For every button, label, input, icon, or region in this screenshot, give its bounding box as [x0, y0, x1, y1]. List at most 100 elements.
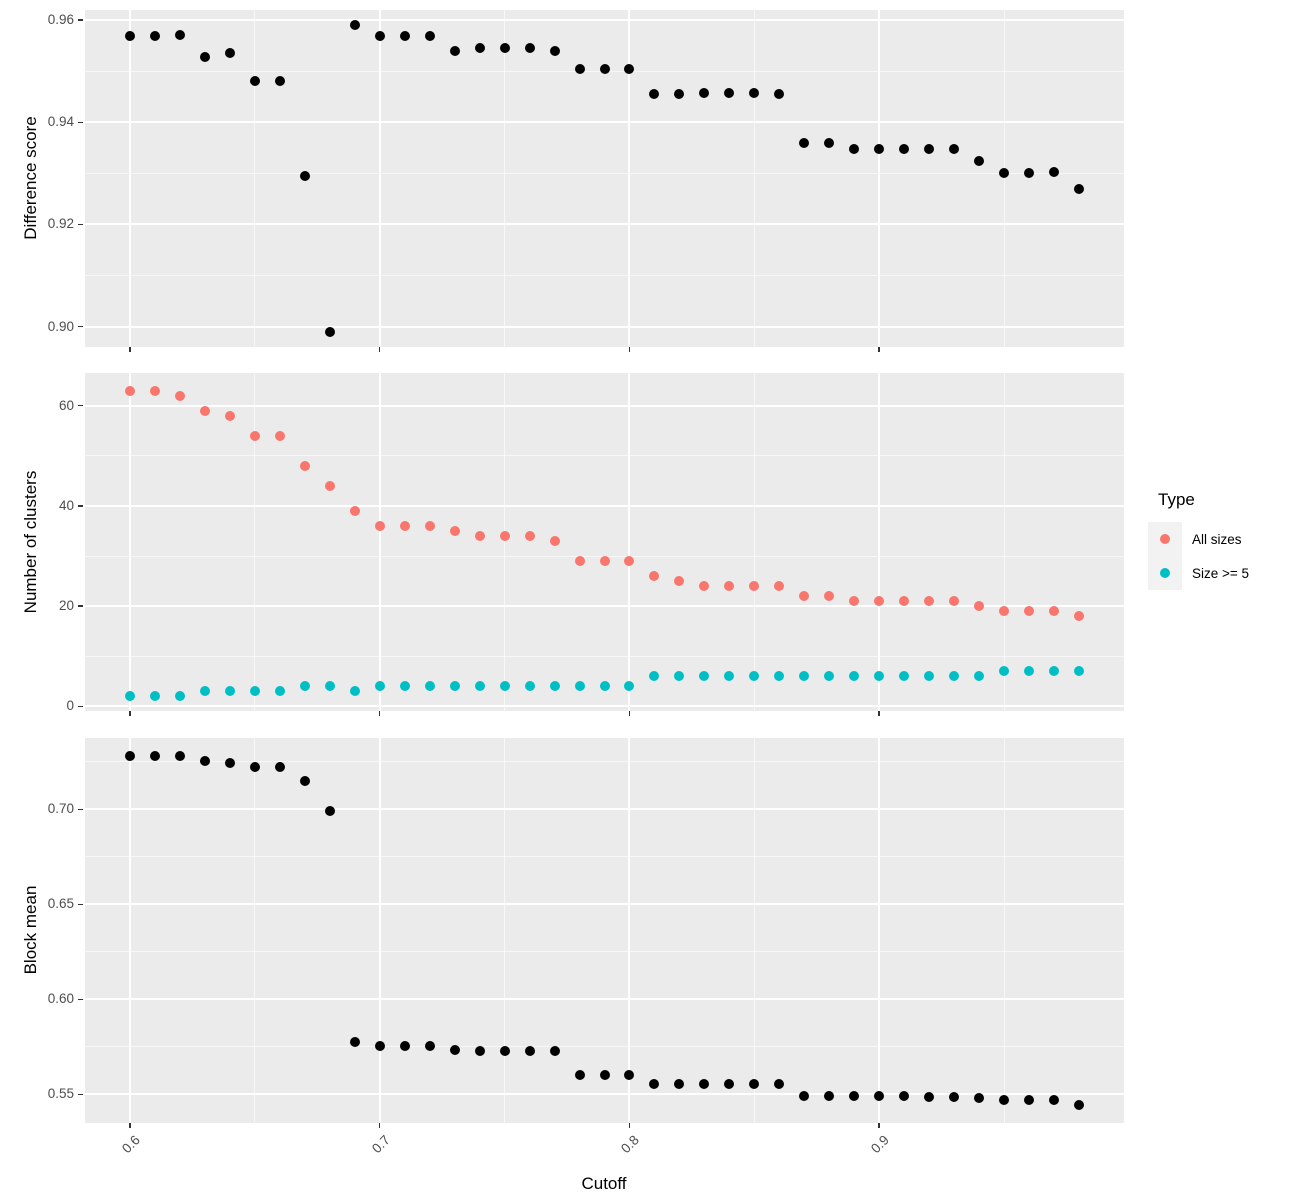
- data-point-difference-score: [824, 137, 835, 148]
- y-axis-tick: [78, 325, 83, 328]
- x-axis-tick: [878, 347, 880, 352]
- gridline-minor-vertical: [504, 10, 506, 347]
- data-point-all-sizes: [999, 606, 1010, 617]
- data-point-size-5: [274, 686, 285, 697]
- gridline-major-horizontal: [85, 121, 1124, 124]
- x-axis-tick: [628, 711, 631, 716]
- data-point-all-sizes: [499, 530, 510, 541]
- data-point-difference-score: [1024, 168, 1035, 179]
- gridline-major-vertical: [628, 373, 631, 711]
- data-point-size-5: [399, 681, 410, 692]
- data-point-size-5: [674, 671, 685, 682]
- y-axis-title-number-of-clusters: Number of clusters: [21, 470, 40, 614]
- data-point-difference-score: [449, 45, 460, 56]
- data-point-block-mean: [324, 806, 335, 817]
- data-point-size-5: [149, 691, 160, 702]
- y-axis-tick: [78, 705, 83, 708]
- data-point-block-mean: [949, 1091, 960, 1102]
- data-point-all-sizes: [1074, 611, 1085, 622]
- data-point-difference-score: [149, 30, 160, 41]
- data-point-all-sizes: [124, 385, 135, 396]
- y-tick-label: 0.70: [47, 801, 74, 817]
- gridline-major-horizontal: [85, 998, 1124, 1001]
- x-axis-tick: [878, 1123, 880, 1128]
- data-point-size-5: [874, 671, 885, 682]
- gridline-minor-horizontal: [85, 655, 1124, 657]
- x-axis-tick: [878, 711, 880, 716]
- data-point-all-sizes: [724, 581, 735, 592]
- gridline-minor-horizontal: [85, 951, 1124, 953]
- data-point-all-sizes: [824, 591, 835, 602]
- data-point-size-5: [424, 681, 435, 692]
- data-point-block-mean: [849, 1091, 860, 1102]
- gridline-minor-vertical: [753, 738, 755, 1123]
- data-point-block-mean: [549, 1046, 560, 1057]
- data-point-size-5: [324, 681, 335, 692]
- data-point-all-sizes: [1024, 606, 1035, 617]
- data-point-size-5: [474, 681, 485, 692]
- data-point-size-5: [724, 671, 735, 682]
- data-point-size-5: [899, 671, 910, 682]
- data-point-difference-score: [299, 170, 310, 181]
- data-point-block-mean: [599, 1070, 610, 1081]
- legend-item-label: All sizes: [1192, 531, 1242, 547]
- data-point-all-sizes: [599, 556, 610, 567]
- data-point-difference-score: [924, 144, 935, 155]
- legend: Type All sizes Size >= 5: [1148, 490, 1249, 590]
- data-point-difference-score: [349, 20, 360, 31]
- gridline-major-horizontal: [85, 325, 1124, 328]
- gridline-major-vertical: [628, 738, 631, 1123]
- x-axis-title: Cutoff: [581, 1174, 627, 1193]
- data-point-block-mean: [449, 1045, 460, 1056]
- data-point-size-5: [924, 671, 935, 682]
- data-point-all-sizes: [699, 581, 710, 592]
- data-point-difference-score: [724, 88, 735, 99]
- y-axis-tick: [78, 903, 83, 906]
- gridline-major-vertical: [628, 10, 631, 347]
- data-point-all-sizes: [149, 385, 160, 396]
- data-point-block-mean: [924, 1091, 935, 1102]
- data-point-all-sizes: [774, 581, 785, 592]
- data-point-all-sizes: [799, 591, 810, 602]
- data-point-block-mean: [399, 1040, 410, 1051]
- data-point-size-5: [824, 671, 835, 682]
- data-point-block-mean: [124, 751, 135, 762]
- data-point-size-5: [1074, 666, 1085, 677]
- gridline-major-horizontal: [85, 404, 1124, 407]
- data-point-size-5: [249, 686, 260, 697]
- data-point-all-sizes: [274, 430, 285, 441]
- data-point-block-mean: [374, 1041, 385, 1051]
- data-point-size-5: [174, 691, 185, 702]
- gridline-major-vertical: [378, 373, 381, 711]
- data-point-all-sizes: [899, 596, 910, 607]
- legend-dot-size-ge-5-icon: [1160, 568, 1170, 578]
- x-axis-tick: [628, 347, 631, 352]
- data-point-all-sizes: [424, 520, 435, 531]
- x-axis-tick: [129, 1123, 131, 1128]
- data-point-block-mean: [874, 1091, 885, 1102]
- y-axis-tick: [78, 808, 83, 811]
- data-point-size-5: [774, 671, 785, 682]
- data-point-size-5: [124, 691, 135, 702]
- data-point-size-5: [974, 671, 985, 682]
- gridline-major-horizontal: [85, 808, 1124, 811]
- gridline-minor-horizontal: [85, 1046, 1124, 1048]
- x-tick-label: 0.9: [868, 1132, 893, 1157]
- data-point-size-5: [1049, 666, 1060, 677]
- data-point-size-5: [574, 681, 585, 692]
- data-point-difference-score: [274, 76, 285, 87]
- y-axis-tick: [78, 404, 83, 407]
- data-point-size-5: [524, 681, 535, 692]
- data-point-block-mean: [199, 755, 210, 766]
- y-axis-tick: [78, 1093, 83, 1096]
- data-point-size-5: [549, 681, 560, 692]
- data-point-all-sizes: [324, 480, 335, 491]
- legend-dot-all-sizes-icon: [1160, 534, 1170, 544]
- data-point-block-mean: [224, 757, 235, 768]
- data-point-size-5: [699, 671, 710, 682]
- data-point-all-sizes: [174, 390, 185, 401]
- data-point-size-5: [599, 681, 610, 692]
- legend-item-label: Size >= 5: [1192, 565, 1250, 581]
- data-point-size-5: [349, 686, 360, 697]
- x-axis-tick: [378, 347, 381, 352]
